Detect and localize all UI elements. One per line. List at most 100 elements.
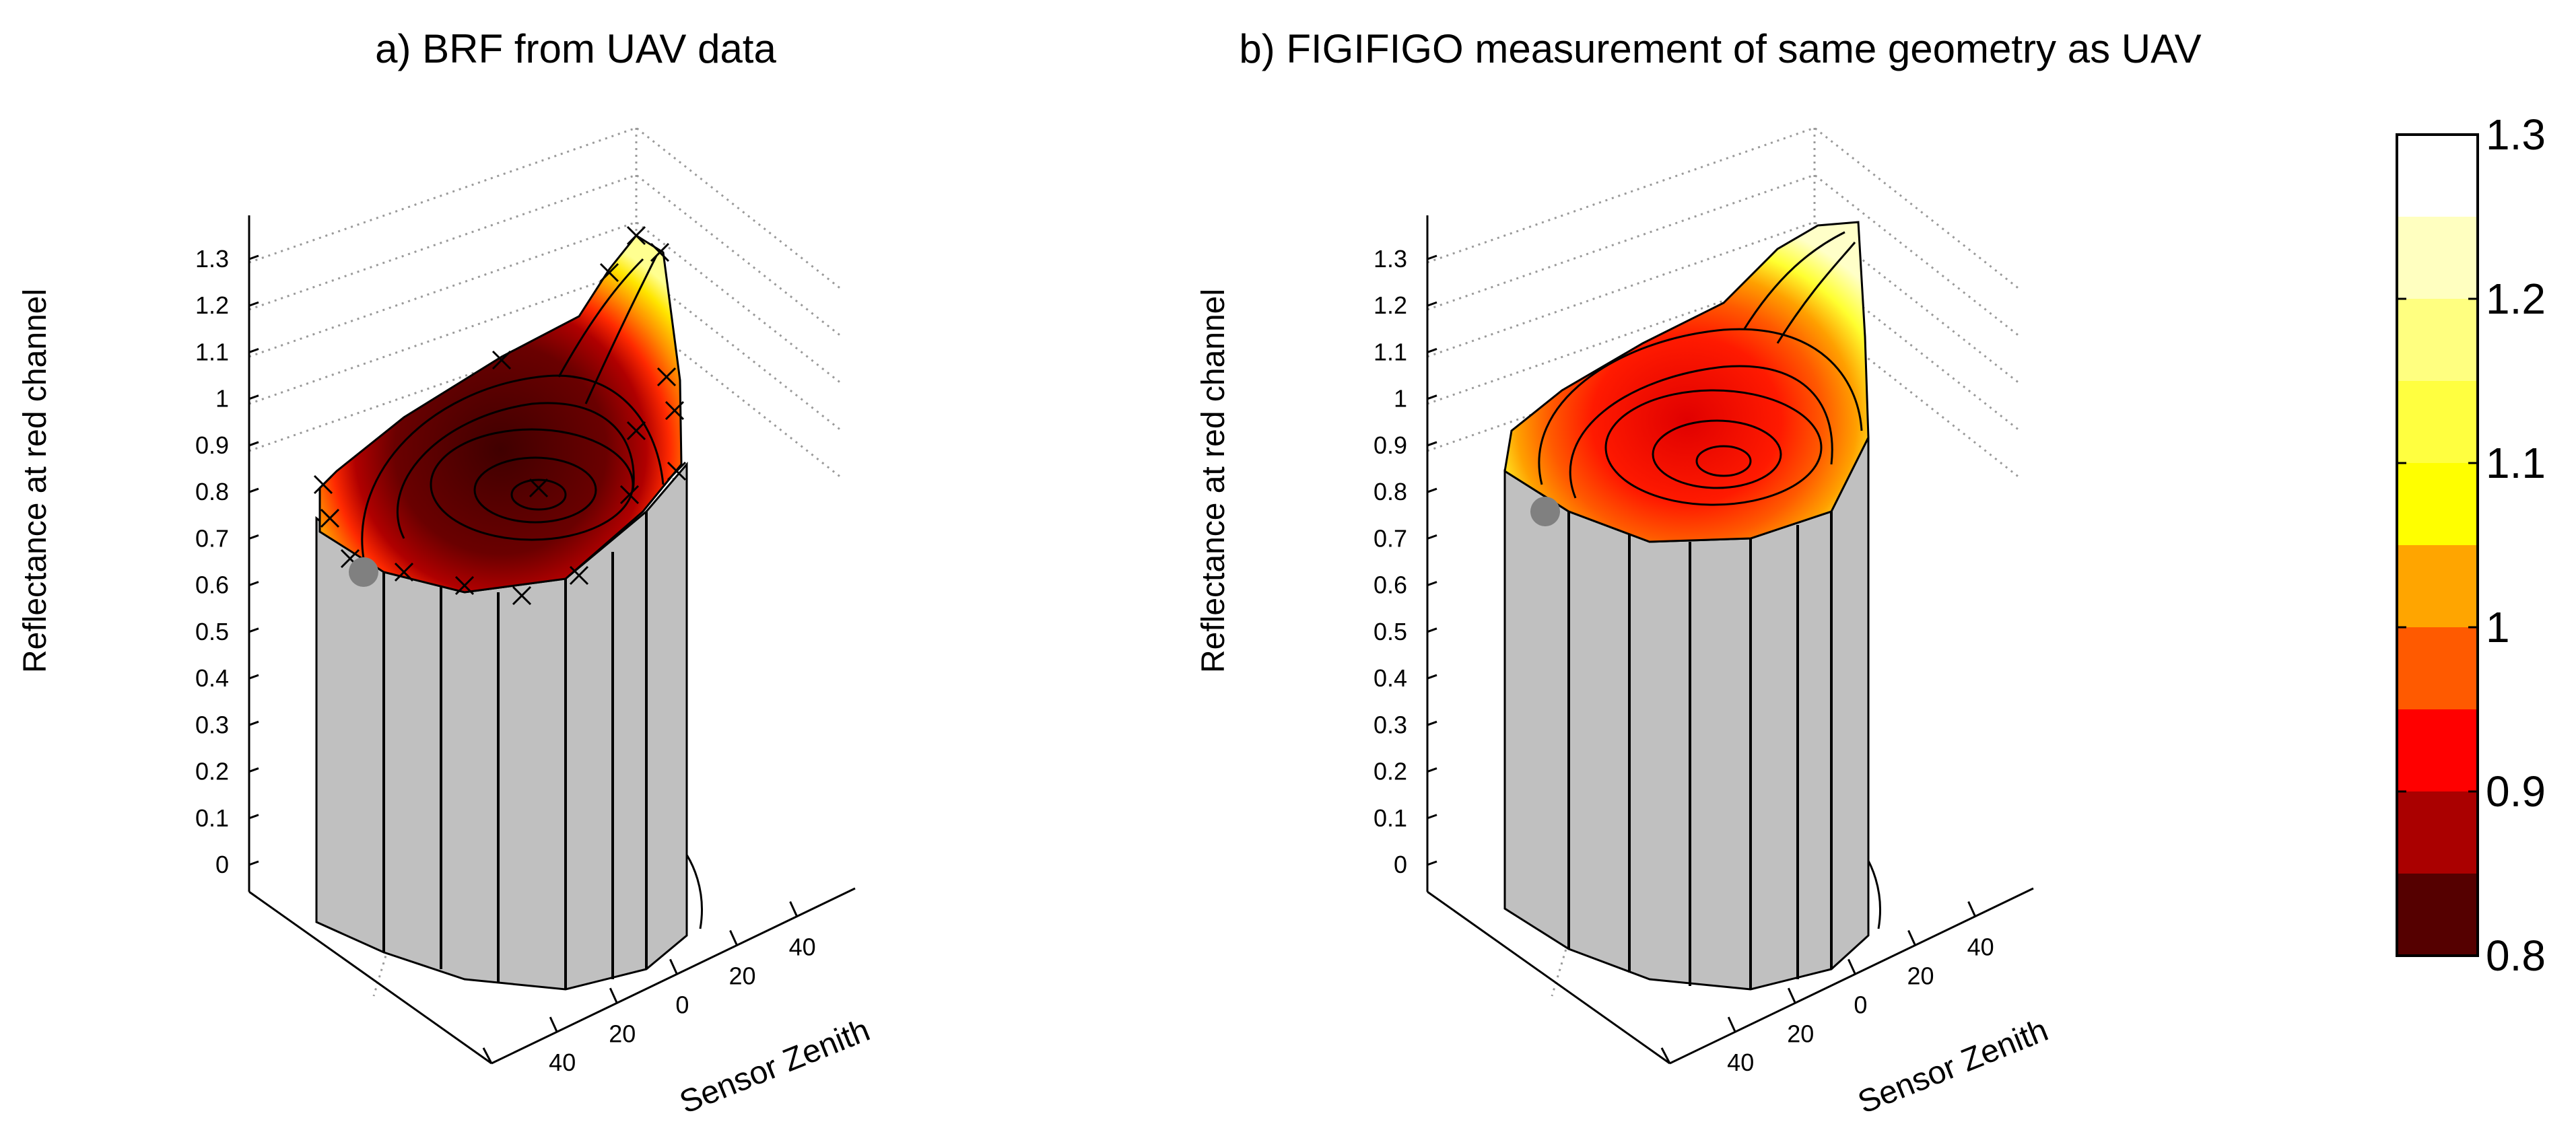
panel-a-z-tick-label: 1.1 — [195, 338, 229, 365]
panel-a-y-tick-mark — [669, 958, 678, 975]
panel-b-z-tick-mark — [1427, 441, 1437, 447]
measurement-marker — [394, 562, 414, 582]
panel-a-y-tick-mark — [549, 1016, 558, 1032]
panel-b-y-tick-mark — [1848, 958, 1856, 975]
measurement-marker — [667, 461, 687, 481]
panel-a-z-tick-label: 0.1 — [195, 804, 229, 832]
panel-a-measurement-markers — [313, 225, 687, 606]
panel-a-z-tick-label: 1 — [215, 385, 229, 413]
panel-b-z-tick-label: 1.3 — [1374, 245, 1407, 273]
panel-b-y-tick-mark — [1967, 901, 1976, 917]
panel-a-z-label: Reflectance at red channel — [18, 289, 53, 673]
panel-a-z-tick-mark — [248, 767, 259, 773]
panel-b-z-tick-label: 0.6 — [1374, 571, 1407, 599]
measurement-marker — [656, 367, 677, 387]
colorbar-tick-label: 0.8 — [2486, 931, 2546, 980]
panel-a-z-tick-mark — [248, 348, 259, 353]
panel-b-z-tick-label: 1 — [1394, 385, 1407, 413]
panel-a-z-tick-mark — [248, 581, 259, 587]
colorbar-band — [2397, 217, 2478, 299]
measurement-marker — [492, 350, 512, 370]
panel-a-z-tick-mark — [248, 860, 259, 866]
panel-b-y-tick-label: 20 — [1907, 962, 1934, 990]
panel-a-title: a) BRF from UAV data — [375, 26, 776, 71]
panel-b-cylinder-edges — [1567, 511, 1833, 989]
panel-b-y-tick-mark — [1907, 929, 1916, 946]
colorbar-band — [2397, 299, 2478, 382]
panel-a-z-tick-label: 0.3 — [195, 711, 229, 738]
measurement-marker — [569, 565, 589, 586]
measurement-marker — [313, 474, 333, 495]
panel-b-y-tick-label: 40 — [1727, 1049, 1754, 1076]
measurement-marker — [529, 478, 549, 498]
panel-b-z-tick-label: 1.2 — [1374, 291, 1407, 319]
panel-a-z-tick-label: 0.5 — [195, 618, 229, 645]
colorbar-tick-label: 0.9 — [2486, 767, 2546, 816]
colorbar-ticks: 1.3 1.2 1.1 1 0.9 0.8 — [2397, 110, 2546, 980]
panel-b-z-tick-mark — [1427, 814, 1437, 820]
panel-a-z-tick-label: 0 — [215, 851, 229, 878]
panel-a-y-tick-mark — [729, 929, 738, 946]
panel-a-y-tick-mark — [609, 987, 618, 1003]
panel-a-axes — [248, 215, 856, 1065]
panel-a-contours — [361, 255, 665, 559]
measurement-marker — [665, 400, 685, 421]
panel-a-cylinder-edges — [382, 511, 648, 989]
panel-a: a) BRF from UAV data 0 0.1 0.2 0.3 0.4 0.5 0.6… — [18, 26, 875, 1121]
panel-a-y-tick-label: 0 — [675, 991, 689, 1018]
panel-b-z-axis: 0 0.1 0.2 0.3 0.4 0.5 0.6 0.7 0.8 0.9 1 1.1 1.2 1.3 — [1374, 245, 1437, 878]
panel-b-z-tick-label: 0.4 — [1374, 664, 1407, 692]
panel-a-z-tick-label: 0.8 — [195, 478, 229, 505]
panel-b-z-tick-mark — [1427, 487, 1437, 493]
panel-b-z-tick-mark — [1427, 348, 1437, 353]
panel-a-z-tick-label: 1.2 — [195, 291, 229, 319]
panel-b-z-tick-mark — [1427, 254, 1437, 260]
panel-b-y-tick-label: 20 — [1787, 1020, 1814, 1047]
panel-a-y-tick-label: 40 — [549, 1049, 576, 1076]
colorbar-band — [2397, 874, 2478, 956]
panel-a-z-tick-label: 0.4 — [195, 664, 229, 692]
panel-b-z-tick-label: 0.3 — [1374, 711, 1407, 738]
colorbar-tick-label: 1 — [2486, 603, 2510, 651]
panel-a-y-axis: 40 20 0 20 40 — [549, 901, 816, 1076]
panel-a-z-tick-label: 0.2 — [195, 758, 229, 785]
colorbar-tick-label: 1.3 — [2486, 110, 2546, 159]
panel-a-y-tick-mark — [789, 901, 798, 917]
panel-b-z-tick-label: 0.2 — [1374, 758, 1407, 785]
panel-a-z-tick-mark — [248, 814, 259, 820]
measurement-marker — [626, 421, 646, 441]
colorbar-band — [2397, 791, 2478, 874]
panel-b-z-tick-label: 0.8 — [1374, 478, 1407, 505]
panel-b-sun-marker — [1530, 497, 1560, 526]
colorbar-band — [2397, 463, 2478, 546]
colorbar-frame — [2396, 133, 2479, 957]
panel-a-z-tick-mark — [248, 301, 259, 307]
panel-a-z-tick-label: 0.9 — [195, 431, 229, 459]
panel-b-y-tick-label: 0 — [1854, 991, 1867, 1018]
colorbar-bands — [2397, 135, 2478, 956]
panel-a-z-tick-mark — [248, 627, 259, 633]
panel-a-z-tick-label: 1.3 — [195, 245, 229, 273]
panel-a-z-tick-label: 0.6 — [195, 571, 229, 599]
panel-b-y-tick-mark — [1787, 987, 1796, 1003]
panel-b-z-tick-mark — [1427, 301, 1437, 307]
panel-a-z-tick-mark — [248, 674, 259, 680]
panel-a-y-label: Sensor Zenith — [675, 1012, 875, 1121]
panel-b-title: b) FIGIFIGO measurement of same geometry… — [1239, 26, 2201, 71]
colorbar-tick-label: 1.1 — [2486, 439, 2546, 487]
panel-b-z-tick-label: 0.7 — [1374, 524, 1407, 552]
panel-b-axes — [1426, 215, 2034, 1065]
panel-a-z-tick-mark — [248, 441, 259, 447]
measurement-marker — [619, 485, 640, 505]
panel-b-z-tick-mark — [1427, 860, 1437, 866]
panel-b-z-tick-mark — [1427, 394, 1437, 400]
panel-b-z-tick-label: 0.1 — [1374, 804, 1407, 832]
panel-b-z-tick-mark — [1427, 534, 1437, 540]
measurement-marker — [599, 262, 619, 283]
panel-b-z-tick-label: 0 — [1394, 851, 1407, 878]
panel-b-y-axis: 40 20 0 20 40 — [1727, 901, 1994, 1076]
colorbar-band — [2397, 381, 2478, 464]
panel-a-z-tick-label: 0.7 — [195, 524, 229, 552]
panel-b-z-tick-label: 0.5 — [1374, 618, 1407, 645]
